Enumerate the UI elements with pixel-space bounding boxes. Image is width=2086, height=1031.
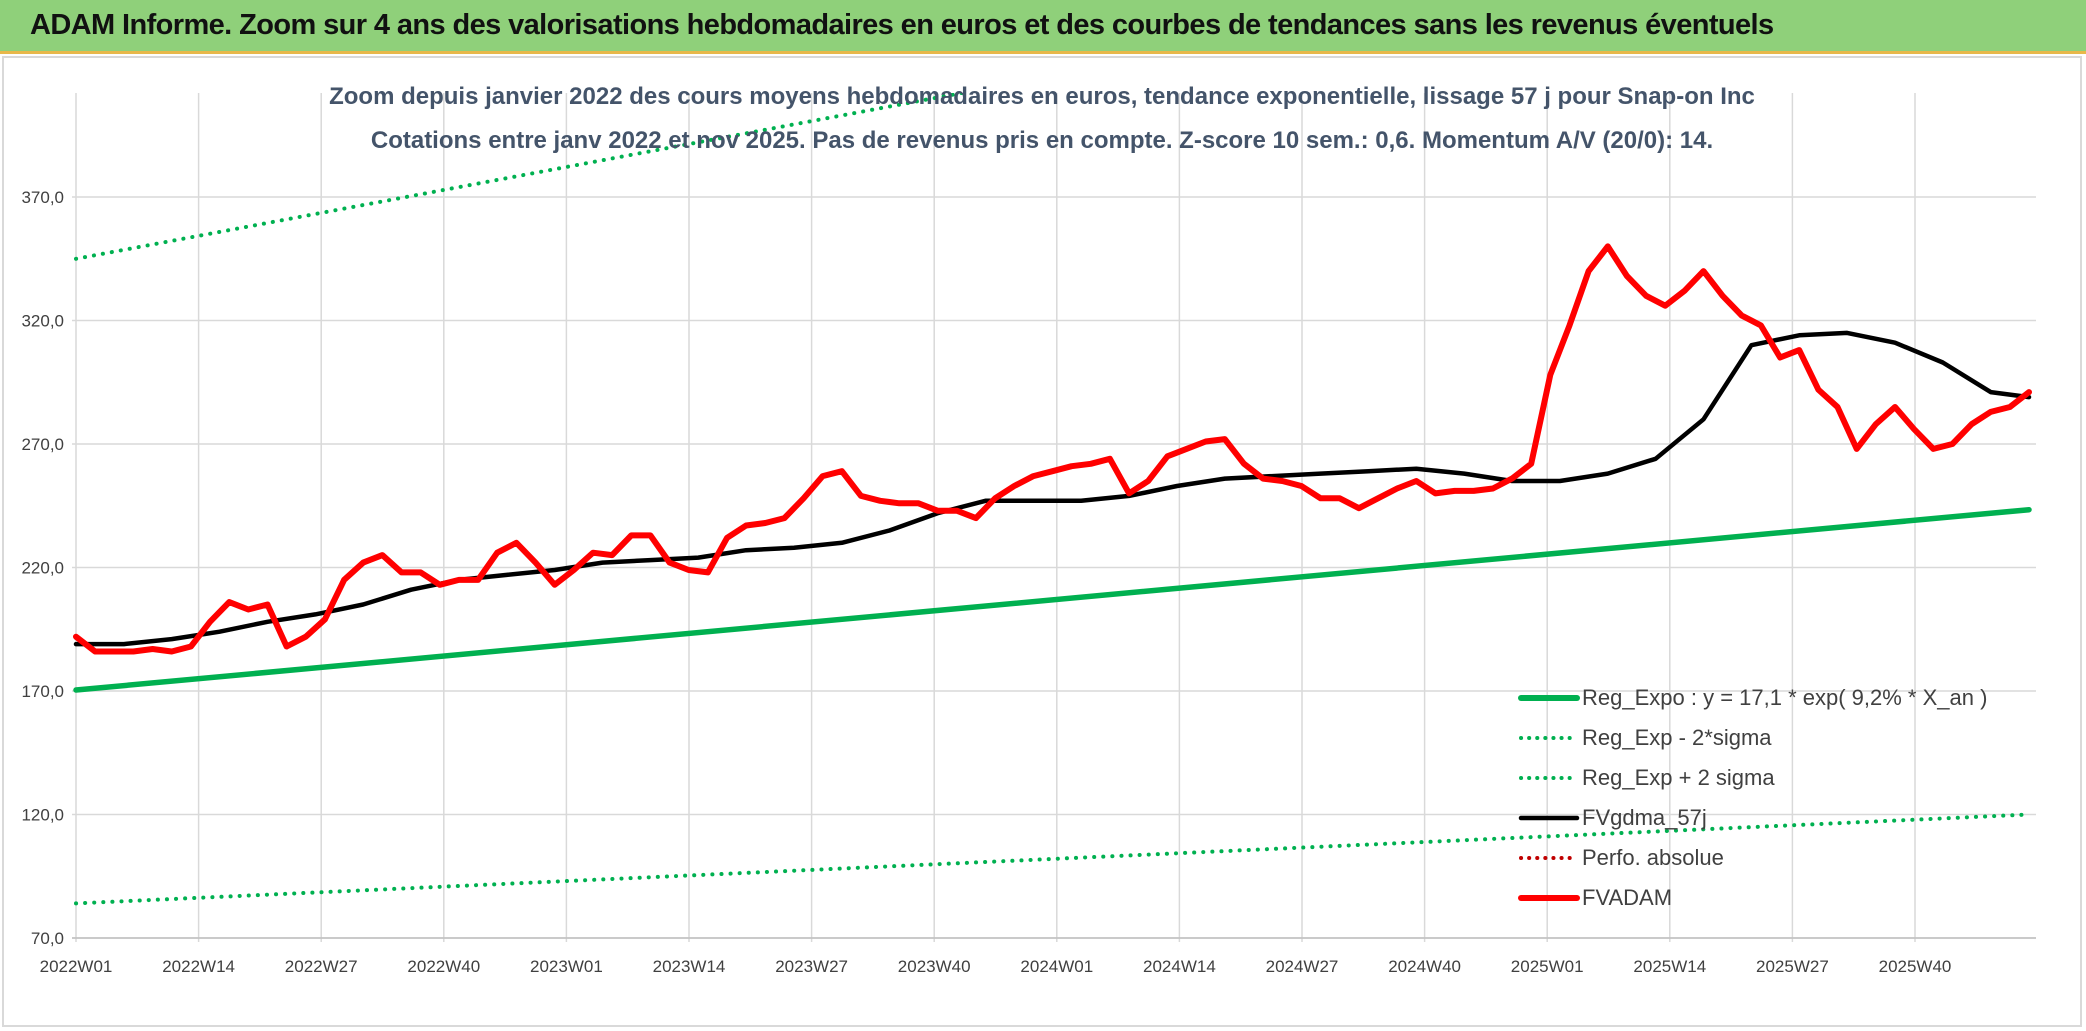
gridlines <box>72 93 2036 942</box>
report-title: ADAM Informe. Zoom sur 4 ans des valoris… <box>30 9 1774 41</box>
x-tick-label: 2025W14 <box>1633 957 1706 976</box>
legend-label: FVgdma_57j <box>1582 805 1707 830</box>
legend: Reg_Expo : y = 17,1 * exp( 9,2% * X_an )… <box>1518 685 1987 910</box>
x-tick-label: 2025W01 <box>1511 957 1584 976</box>
legend-label: Reg_Exp + 2 sigma <box>1582 765 1775 790</box>
x-tick-label: 2022W01 <box>40 957 113 976</box>
series-layer <box>73 93 2032 906</box>
y-tick-label: 270,0 <box>21 435 64 454</box>
x-tick-label: 2022W14 <box>162 957 235 976</box>
x-tick-label: 2022W40 <box>407 957 480 976</box>
y-tick-label: 70,0 <box>31 929 64 948</box>
legend-label: Reg_Exp - 2*sigma <box>1582 725 1772 750</box>
x-tick-label: 2024W14 <box>1143 957 1216 976</box>
series-line-fvadam <box>73 243 2032 655</box>
series-line-reg-expo-y-17-1-exp-9-2-x-an <box>73 506 2032 693</box>
chart-title: Zoom depuis janvier 2022 des cours moyen… <box>329 83 1755 110</box>
x-tick-label: 2025W27 <box>1756 957 1829 976</box>
series-line-reg-exp-2-sigma <box>74 812 2031 906</box>
chart-subtitle: Cotations entre janv 2022 et nov 2025. P… <box>371 127 1713 154</box>
y-tick-label: 220,0 <box>21 559 64 578</box>
y-tick-label: 320,0 <box>21 312 64 331</box>
y-tick-label: 120,0 <box>21 806 64 825</box>
x-tick-label: 2023W27 <box>775 957 848 976</box>
x-tick-label: 2022W27 <box>285 957 358 976</box>
x-tick-label: 2024W01 <box>1020 957 1093 976</box>
x-tick-label: 2023W01 <box>530 957 603 976</box>
report-banner: ADAM Informe. Zoom sur 4 ans des valoris… <box>0 0 2086 54</box>
y-axis: 70,0 120,0 170,0 220,0 270,0 320,0 370,0 <box>21 188 64 948</box>
series-line-fvgdma-57j <box>73 330 2032 647</box>
y-tick-label: 170,0 <box>21 682 64 701</box>
chart-panel: 70,0 120,0 170,0 220,0 270,0 320,0 370,0 2022W… <box>2 56 2082 1027</box>
legend-label: Reg_Expo : y = 17,1 * exp( 9,2% * X_an ) <box>1582 685 1987 710</box>
x-tick-label: 2024W40 <box>1388 957 1461 976</box>
x-tick-label: 2025W40 <box>1879 957 1952 976</box>
y-tick-label: 370,0 <box>21 188 64 207</box>
legend-label: Perfo. absolue <box>1582 845 1724 870</box>
x-tick-label: 2023W14 <box>653 957 726 976</box>
line-chart: 70,0 120,0 170,0 220,0 270,0 320,0 370,0 2022W… <box>21 83 2036 976</box>
x-tick-label: 2024W27 <box>1266 957 1339 976</box>
x-axis: 2022W01 2022W14 2022W27 2022W40 2023W01 2023W… <box>40 937 2036 976</box>
x-tick-label: 2023W40 <box>898 957 971 976</box>
legend-label: FVADAM <box>1582 885 1672 910</box>
